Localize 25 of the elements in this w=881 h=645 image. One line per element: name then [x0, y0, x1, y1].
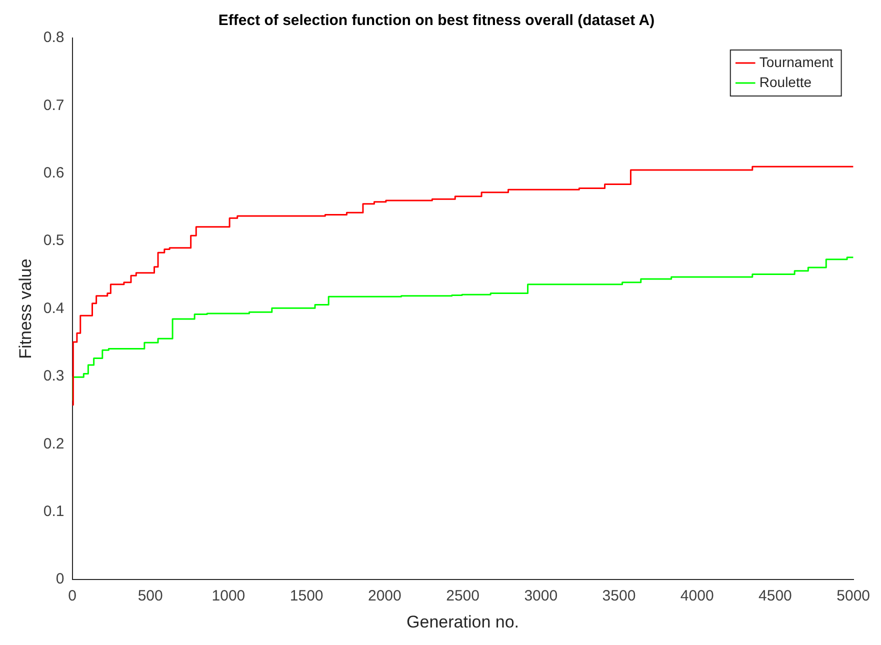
y-tick-label: 0.1 — [43, 503, 64, 520]
y-tick-label: 0.4 — [43, 300, 64, 317]
x-tick-label: 4000 — [680, 588, 714, 605]
x-tick-label: 3000 — [524, 588, 558, 605]
y-tick-label: 0.6 — [43, 164, 64, 182]
y-axis-title: Fitness value — [16, 258, 35, 359]
x-tick-label: 1500 — [290, 588, 324, 605]
x-tick-label: 5000 — [836, 588, 870, 605]
legend-label: Roulette — [759, 74, 812, 90]
x-tick-label: 500 — [138, 588, 163, 605]
y-tick-label: 0.2 — [43, 435, 64, 452]
x-tick-label: 0 — [68, 588, 76, 605]
y-tick-label: 0.3 — [43, 368, 64, 385]
x-tick-label: 2000 — [368, 588, 402, 605]
legend-label: Tournament — [759, 54, 834, 70]
chart-title: Effect of selection function on best fitness overall (dataset A) — [218, 12, 655, 30]
y-tick-label: 0 — [56, 570, 64, 588]
x-tick-label: 2500 — [446, 588, 480, 605]
x-tick-label: 4500 — [758, 588, 792, 605]
y-tick-label: 0.7 — [43, 96, 64, 114]
x-tick-label: 3500 — [602, 588, 636, 605]
y-tick-label: 0.8 — [43, 29, 64, 46]
y-tick-label: 0.5 — [43, 232, 64, 250]
x-axis-title: Generation no. — [406, 612, 520, 632]
x-tick-label: 1000 — [212, 588, 246, 605]
